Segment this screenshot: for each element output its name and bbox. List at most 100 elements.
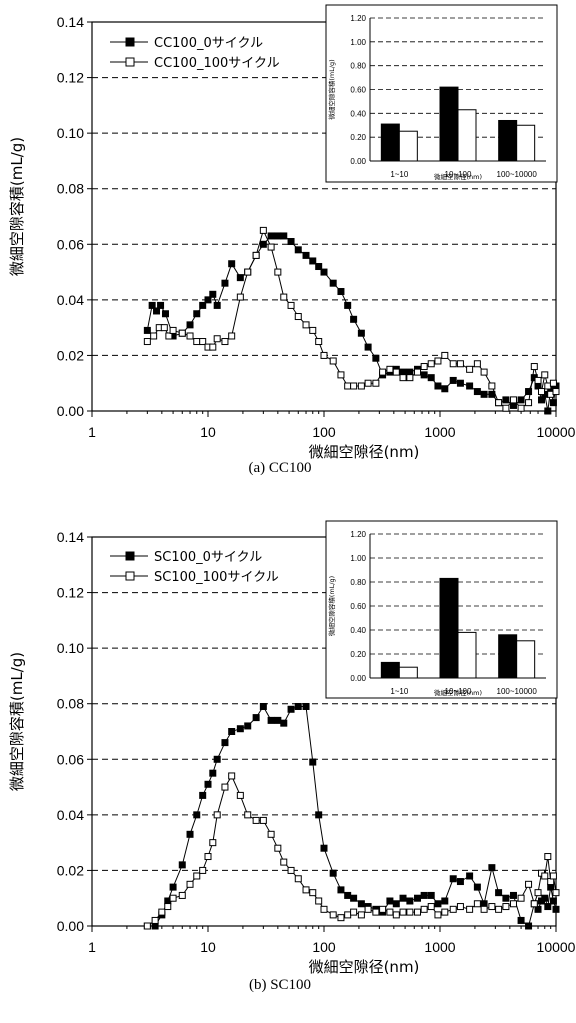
data-point-1: [480, 905, 488, 913]
y-tick-label: 0.08: [57, 181, 84, 197]
data-point-1: [213, 811, 221, 819]
y-tick-label: 0.04: [57, 292, 84, 308]
data-point-1: [420, 363, 428, 371]
data-point-0: [252, 714, 260, 722]
data-point-1: [488, 382, 496, 390]
data-point-0: [357, 329, 365, 337]
data-point-1: [406, 908, 414, 916]
plot-frame: [91, 21, 557, 412]
data-point-0: [372, 354, 380, 362]
y-axis-label: 微細空隙容積(mL/g): [8, 137, 26, 276]
data-point-0: [267, 716, 275, 724]
chart-0: 0.00 0.02 0.04 0.06 0.08 0.10 0.12 0.14 1 10 100 10…: [8, 4, 576, 476]
data-point-1: [466, 365, 474, 373]
legend-marker: [125, 551, 135, 561]
data-point-0: [509, 891, 517, 899]
data-point-1: [538, 388, 546, 396]
data-point-1: [320, 351, 328, 359]
inset-category-label: 1~10: [390, 687, 409, 696]
x-tick-label: 1: [88, 939, 96, 955]
data-point-1: [193, 338, 201, 346]
data-point-0: [259, 240, 267, 248]
data-point-1: [344, 382, 352, 390]
data-point-1: [456, 360, 464, 368]
inset-y-tick-label: 0.40: [350, 109, 366, 118]
data-point-0: [441, 385, 449, 393]
y-tick-label: 0.10: [57, 125, 84, 141]
inset-y-tick-label: 0.00: [350, 157, 366, 166]
inset-y-tick-label: 0.80: [350, 62, 366, 71]
data-point-0: [294, 246, 302, 254]
data-point-0: [221, 279, 229, 287]
data-point-0: [213, 755, 221, 763]
inset-x-axis-label: 微細空隙径(nm): [434, 172, 482, 181]
data-point-1: [228, 332, 236, 340]
x-tick-label: 100: [312, 939, 336, 955]
y-tick-label: 0.12: [57, 70, 84, 86]
x-axis-label: 微細空隙径(nm): [309, 958, 420, 976]
data-point-0: [228, 260, 236, 268]
y-tick-label: 0.08: [57, 696, 84, 712]
data-point-0: [153, 307, 161, 315]
data-point-0: [344, 891, 352, 899]
y-tick-label: 0.02: [57, 862, 84, 878]
data-point-0: [294, 702, 302, 710]
data-point-1: [158, 908, 166, 916]
data-point-0: [534, 905, 542, 913]
data-point-1: [252, 251, 260, 259]
data-point-1: [544, 853, 552, 861]
data-point-1: [315, 897, 323, 905]
data-point-1: [427, 360, 435, 368]
data-point-1: [186, 332, 194, 340]
data-point-1: [267, 243, 275, 251]
inset-bar-0: [498, 119, 518, 162]
inset-category-label: 10~100: [445, 170, 472, 179]
data-point-0: [193, 811, 201, 819]
data-point-1: [259, 816, 267, 824]
inset-y-tick-label: 0.60: [350, 602, 366, 611]
data-point-1: [364, 905, 372, 913]
data-point-1: [379, 368, 387, 376]
data-point-0: [449, 376, 457, 384]
x-tick-label: 10: [200, 424, 216, 440]
inset-bar-0: [380, 661, 400, 679]
data-point-1: [502, 404, 510, 412]
inset-category-label: 1~10: [390, 170, 409, 179]
data-point-1: [160, 324, 168, 332]
data-point-1: [420, 905, 428, 913]
y-tick-label: 0.06: [57, 751, 84, 767]
data-point-0: [280, 719, 288, 727]
data-point-1: [434, 357, 442, 365]
data-point-1: [534, 376, 542, 384]
legend-marker: [125, 571, 135, 581]
data-point-1: [199, 338, 207, 346]
data-point-1: [309, 889, 317, 897]
inset-category-label: 10~100: [445, 687, 472, 696]
data-point-0: [427, 374, 435, 382]
data-point-0: [517, 916, 525, 924]
data-point-0: [169, 883, 177, 891]
data-point-1: [244, 811, 252, 819]
data-point-0: [274, 232, 282, 240]
inset-y-tick-label: 0.60: [350, 86, 366, 95]
data-point-0: [228, 728, 236, 735]
data-point-1: [372, 908, 380, 916]
data-point-0: [502, 396, 510, 404]
data-point-0: [525, 388, 533, 396]
data-point-0: [221, 739, 229, 747]
data-point-0: [309, 758, 317, 766]
data-point-0: [157, 301, 165, 309]
inset-y-tick-label: 0.20: [350, 133, 366, 142]
data-point-1: [549, 872, 557, 880]
data-point-1: [449, 360, 457, 368]
data-point-1: [530, 363, 538, 371]
data-point-1: [151, 916, 159, 924]
data-point-0: [449, 875, 457, 883]
y-tick-label: 0.00: [57, 918, 84, 934]
data-point-0: [193, 310, 201, 318]
data-point-1: [280, 293, 288, 301]
data-point-1: [541, 872, 549, 880]
data-point-1: [372, 379, 380, 387]
data-point-1: [337, 371, 345, 379]
data-point-1: [199, 866, 207, 874]
